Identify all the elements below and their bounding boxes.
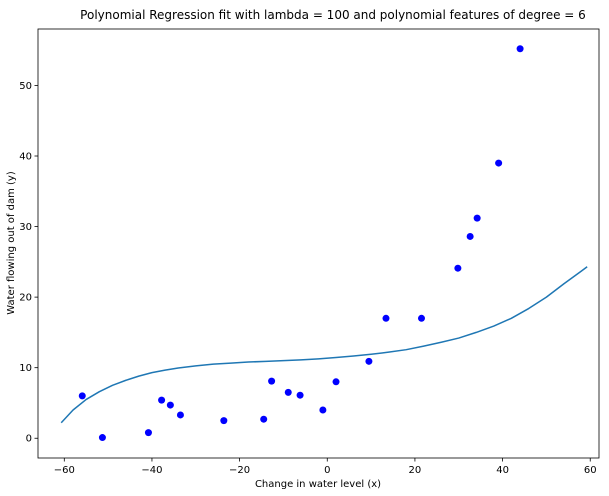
data-point — [495, 159, 503, 167]
data-point — [296, 391, 304, 399]
data-point — [473, 214, 481, 222]
data-point — [78, 392, 86, 400]
data-point — [268, 377, 276, 385]
y-tick-label: 50 — [19, 81, 32, 92]
x-tick-label: 40 — [496, 465, 509, 476]
data-point — [166, 401, 174, 409]
x-tick-label: −60 — [54, 465, 75, 476]
data-point — [319, 406, 327, 414]
data-point — [454, 264, 462, 272]
y-tick-label: 0 — [26, 434, 32, 445]
data-point — [516, 45, 524, 53]
data-point — [260, 415, 268, 423]
x-tick-label: −20 — [229, 465, 250, 476]
data-point — [365, 357, 373, 365]
data-point — [382, 314, 390, 322]
data-point — [220, 417, 228, 425]
data-point — [284, 388, 292, 396]
data-point — [98, 434, 106, 442]
data-point — [158, 396, 166, 404]
y-tick-label: 40 — [19, 152, 32, 163]
axes-frame — [37, 28, 600, 459]
y-tick-label: 20 — [19, 293, 32, 304]
x-tick-label: −40 — [141, 465, 162, 476]
data-point — [144, 429, 152, 437]
fit-curve-line — [60, 266, 588, 424]
y-tick-label: 10 — [19, 363, 32, 374]
x-tick-label: 0 — [324, 465, 330, 476]
x-axis-title: Change in water level (x) — [255, 479, 381, 490]
y-tick-label: 30 — [19, 222, 32, 233]
x-tick-label: 60 — [584, 465, 597, 476]
data-point — [332, 378, 340, 386]
x-tick-label: 20 — [409, 465, 422, 476]
data-point — [176, 411, 184, 419]
data-point — [466, 232, 474, 240]
y-axis-title: Water flowing out of dam (y) — [6, 171, 17, 315]
data-point — [417, 314, 425, 322]
plot-area — [60, 45, 588, 442]
chart-title: Polynomial Regression fit with lambda = … — [80, 8, 586, 22]
